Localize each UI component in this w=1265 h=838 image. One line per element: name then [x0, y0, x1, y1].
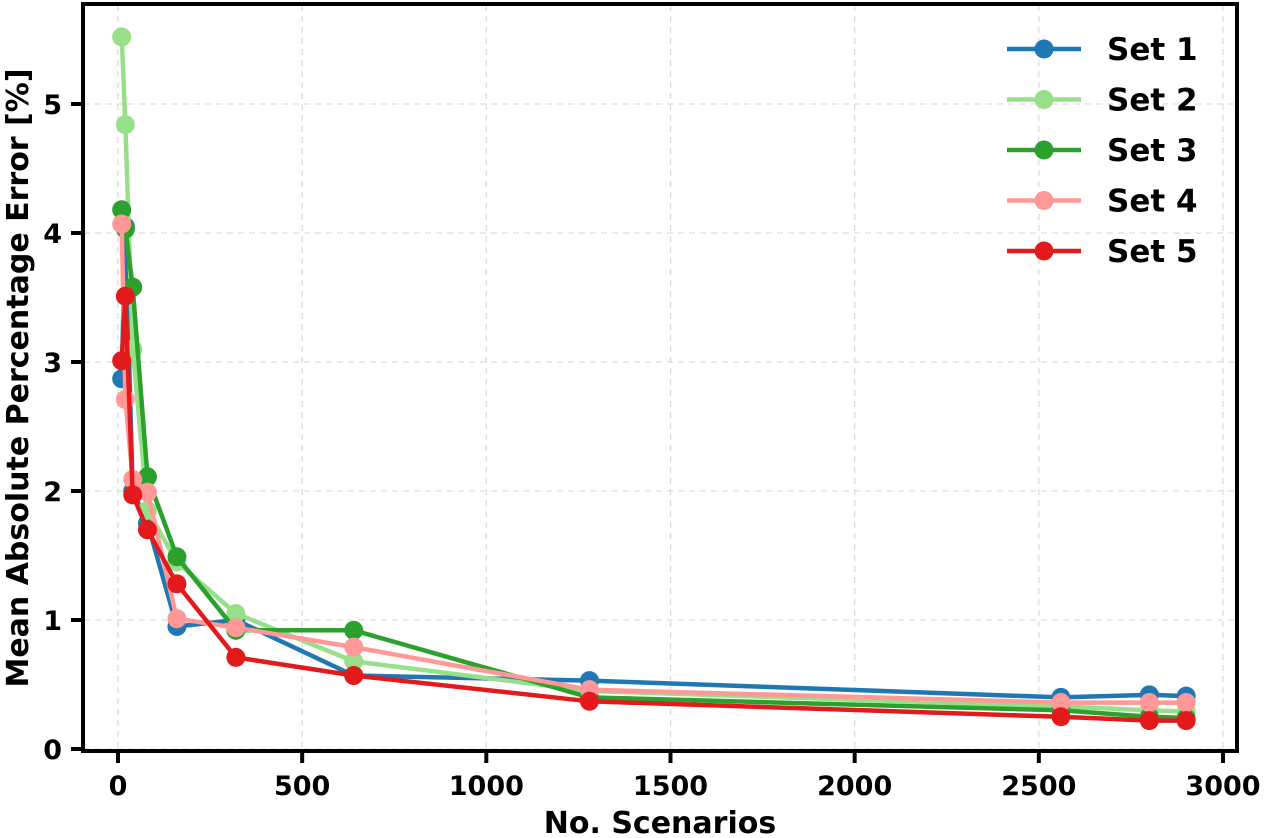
x-tick-label: 2000	[817, 771, 892, 802]
series-5	[112, 286, 1196, 731]
data-point	[167, 574, 187, 594]
data-point	[115, 115, 135, 135]
data-point	[112, 200, 132, 220]
legend-item-5: Set 5	[1007, 234, 1198, 270]
data-point	[1139, 693, 1159, 713]
data-point	[137, 467, 157, 487]
data-point	[115, 389, 135, 409]
data-point	[115, 286, 135, 306]
data-point	[226, 618, 246, 638]
data-point	[112, 27, 132, 47]
data-point	[112, 351, 132, 371]
x-axis-label: No. Scenarios	[544, 806, 776, 838]
legend-label: Set 5	[1107, 234, 1198, 270]
x-tick-label: 1000	[449, 771, 524, 802]
legend-label: Set 4	[1107, 184, 1198, 220]
data-point	[1176, 711, 1196, 731]
y-axis-label: Mean Absolute Percentage Error [%]	[1, 68, 36, 687]
y-tick-label: 4	[43, 219, 62, 250]
data-point	[226, 647, 246, 667]
legend-item-3: Set 3	[1007, 133, 1198, 169]
legend-marker-icon	[1034, 191, 1054, 210]
series-2	[112, 27, 1196, 722]
data-point	[1051, 707, 1071, 727]
data-point	[1051, 693, 1071, 713]
series-line	[119, 224, 1187, 700]
data-point	[579, 691, 599, 711]
data-point	[226, 604, 246, 624]
series-line	[119, 293, 1187, 723]
series-line	[119, 36, 1187, 714]
series-group	[112, 27, 1196, 731]
y-tick-label: 3	[43, 348, 62, 379]
legend-item-1: Set 1	[1007, 32, 1198, 68]
x-tick-label: 2500	[1001, 771, 1076, 802]
y-tick-label: 5	[43, 90, 62, 121]
legend-marker-icon	[1034, 90, 1054, 109]
y-tick-label: 0	[43, 735, 62, 766]
legend-marker-icon	[1034, 39, 1054, 59]
legend-label: Set 1	[1107, 32, 1198, 68]
data-point	[123, 485, 143, 505]
x-tick-label: 1500	[633, 771, 708, 802]
legend-label: Set 3	[1107, 133, 1198, 169]
x-tick-label: 0	[109, 771, 128, 802]
y-tick-label: 1	[43, 606, 62, 637]
x-axis-ticks: 0 500 1000 1500 2000 2500 3000	[109, 751, 1261, 802]
data-point	[344, 620, 364, 640]
legend-label: Set 2	[1107, 83, 1198, 119]
plot-frame	[81, 2, 1239, 753]
x-tick-label: 3000	[1185, 771, 1260, 802]
legend-marker-icon	[1034, 140, 1054, 160]
grid-lines	[84, 5, 1236, 750]
data-point	[1139, 711, 1159, 731]
data-point	[137, 482, 157, 502]
data-point	[137, 520, 157, 540]
legend: Set 1 Set 2 Set 3 Set 4 Set 5	[1007, 32, 1198, 270]
data-point	[344, 665, 364, 685]
data-point	[112, 214, 132, 234]
x-tick-label: 500	[274, 771, 330, 802]
data-point	[344, 637, 364, 657]
legend-item-4: Set 4	[1007, 184, 1198, 220]
data-point	[167, 547, 187, 567]
legend-marker-icon	[1034, 241, 1054, 261]
y-axis-ticks: 0 1 2 3 4 5	[43, 90, 83, 766]
legend-item-2: Set 2	[1007, 83, 1198, 119]
series-3	[112, 200, 1196, 728]
data-point	[1176, 693, 1196, 713]
data-point	[344, 651, 364, 671]
y-tick-label: 2	[43, 477, 62, 508]
data-point	[167, 609, 187, 629]
